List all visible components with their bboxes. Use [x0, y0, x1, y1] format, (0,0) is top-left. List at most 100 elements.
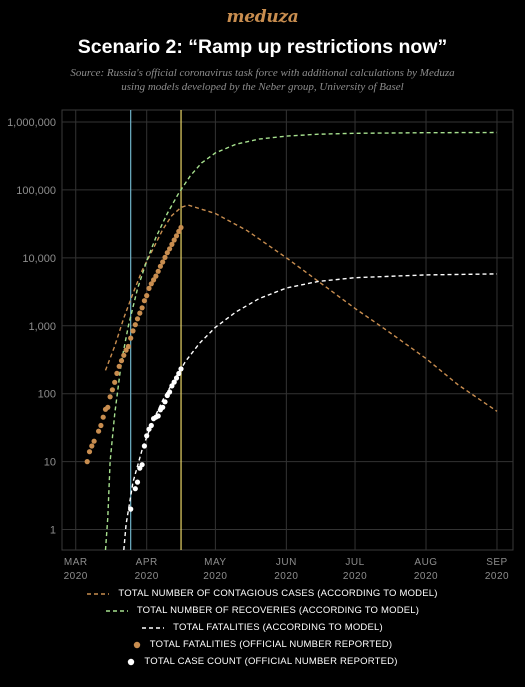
reported-data-point — [176, 370, 182, 377]
x-tick-month-label: JUL — [345, 557, 364, 568]
legend-item-official-fatalities: TOTAL FATALITIES (OFFICIAL NUMBER REPORT… — [0, 636, 525, 653]
reported-data-point — [98, 422, 104, 429]
dot-key-icon — [128, 658, 135, 665]
y-tick-label: 100 — [38, 389, 56, 401]
x-tick-year-label: 2020 — [343, 571, 367, 582]
reported-data-point — [155, 268, 161, 274]
x-tick-month-label: AUG — [414, 557, 437, 568]
reported-data-point — [164, 250, 170, 256]
reported-data-point — [141, 443, 147, 449]
reported-data-point — [171, 379, 177, 385]
subtitle-line-2: using models developed by the Neber grou… — [121, 81, 404, 93]
y-tick-label: 1,000 — [28, 321, 56, 333]
x-tick-month-label: JUN — [276, 557, 297, 568]
legend-item-contagious-cases: TOTAL NUMBER OF CONTAGIOUS CASES (ACCORD… — [0, 585, 525, 602]
reported-data-point — [128, 335, 134, 341]
x-axis-tick-labels: MAR 2020 APR 2020 MAY 2020 JUN 2020 JUL 2020 AUG 20… — [64, 557, 509, 582]
dashed-line-key-icon — [87, 592, 110, 595]
reported-data-point — [169, 241, 175, 247]
reported-data-point — [89, 443, 95, 449]
x-tick-year-label: 2020 — [203, 571, 227, 582]
reported-data-point — [91, 438, 97, 444]
reported-data-point — [176, 228, 182, 234]
x-tick-month-label: SEP — [486, 557, 508, 568]
reported-data-point — [137, 310, 143, 316]
grid-lines — [62, 110, 513, 550]
dashed-line-key-icon — [105, 609, 128, 612]
reported-data-point — [128, 506, 134, 512]
reported-data-point — [112, 379, 118, 385]
reported-data-point — [160, 404, 166, 410]
y-tick-label: 100,000 — [16, 185, 56, 197]
reported-data-point — [100, 414, 106, 420]
reported-data-point — [162, 399, 168, 405]
reported-data-point — [173, 375, 180, 381]
reported-data-point — [160, 259, 166, 265]
y-tick-label: 10 — [44, 457, 56, 469]
x-tick-year-label: 2020 — [135, 571, 159, 582]
y-tick-label: 1,000,000 — [7, 117, 56, 129]
x-tick-year-label: 2020 — [274, 571, 298, 582]
reported-data-point — [96, 428, 102, 434]
reported-data-point — [118, 358, 125, 364]
reported-data-point — [178, 366, 184, 372]
reported-data-point — [146, 285, 152, 291]
x-tick-month-label: MAY — [204, 557, 226, 568]
chart-subtitle: Source: Russia's official coronavirus ta… — [40, 66, 485, 94]
reported-data-point — [153, 273, 159, 279]
reported-data-point — [132, 486, 138, 492]
reported-data-point — [139, 305, 145, 311]
reported-data-point — [167, 389, 173, 395]
dashed-line-key-icon — [142, 626, 165, 629]
reported-data-point — [125, 343, 131, 350]
reported-data-point — [116, 363, 122, 369]
reported-data-point — [157, 263, 163, 269]
reported-data-point — [144, 293, 150, 299]
reported-data-point — [146, 426, 152, 432]
reported-data-point — [86, 449, 93, 455]
reported-data-point — [171, 237, 177, 243]
reported-data-point — [109, 387, 115, 393]
reported-data-point — [173, 233, 180, 239]
reported-data-point — [114, 370, 120, 376]
reported-data-point — [132, 322, 138, 328]
plot-area-frame — [61, 109, 514, 551]
x-tick-year-label: 2020 — [414, 571, 438, 582]
reported-data-point — [139, 462, 145, 468]
legend-label: TOTAL NUMBER OF CONTAGIOUS CASES (ACCORD… — [118, 588, 438, 599]
x-tick-year-label: 2020 — [485, 571, 509, 582]
reported-data-point — [141, 298, 147, 304]
legend-label: TOTAL FATALITIES (OFFICIAL NUMBER REPORT… — [149, 639, 393, 650]
reported-data-point — [148, 422, 154, 429]
reported-data-point — [167, 246, 173, 252]
legend-label: TOTAL NUMBER OF RECOVERIES (ACCORDING TO… — [136, 605, 420, 616]
reported-data-point — [155, 413, 161, 419]
legend-label: TOTAL CASE COUNT (OFFICIAL NUMBER REPORT… — [144, 656, 398, 667]
y-axis-tick-labels: 1 10 100 1,000 10,000 100,000 1,000,000 — [7, 117, 56, 537]
reported-data-point — [162, 254, 168, 260]
reported-data-point — [84, 459, 90, 465]
data-series — [84, 131, 498, 551]
x-tick-month-label: MAR — [64, 557, 88, 568]
meduza-logo[interactable]: meduza — [226, 7, 299, 27]
model-series-line-1 — [104, 131, 498, 551]
reported-data-point — [107, 394, 113, 400]
reported-data-point — [134, 316, 141, 322]
legend-item-official-case-count: TOTAL CASE COUNT (OFFICIAL NUMBER REPORT… — [0, 653, 525, 670]
legend-item-model-fatalities: TOTAL FATALITIES (ACCORDING TO MODEL) — [0, 619, 525, 636]
x-tick-year-label: 2020 — [64, 571, 88, 582]
subtitle-line-1: Source: Russia's official coronavirus ta… — [70, 67, 455, 79]
model-series-line-0 — [104, 204, 498, 412]
dot-key-icon — [133, 641, 140, 648]
model-series-line-2 — [123, 273, 498, 551]
reported-data-point — [178, 224, 184, 231]
chart-title: Scenario 2: “Ramp up restrictions now” — [77, 36, 448, 58]
reported-data-point — [121, 352, 127, 358]
legend-label: TOTAL FATALITIES (ACCORDING TO MODEL) — [173, 622, 383, 633]
chart-legend: TOTAL NUMBER OF CONTAGIOUS CASES (ACCORD… — [0, 585, 525, 670]
y-tick-label: 1 — [50, 525, 56, 537]
reported-data-point — [169, 383, 175, 389]
y-tick-label: 10,000 — [22, 253, 56, 265]
reported-data-point — [144, 433, 150, 439]
reported-data-point — [130, 328, 136, 334]
